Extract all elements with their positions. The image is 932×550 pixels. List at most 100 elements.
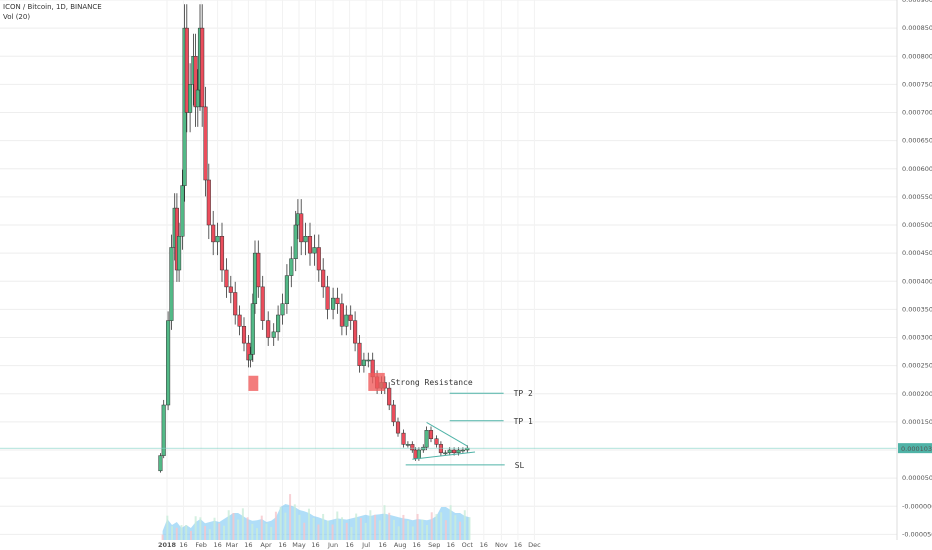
volume-bar xyxy=(459,521,462,540)
volume-bar xyxy=(303,522,306,540)
volume-bar xyxy=(227,510,230,540)
volume-bar xyxy=(251,523,254,540)
candle-body xyxy=(299,213,304,243)
volume-indicator-label[interactable]: Vol (20) xyxy=(3,13,31,21)
volume-bar xyxy=(468,517,471,540)
candle-body xyxy=(452,449,457,454)
time-tick-label: Sep xyxy=(428,541,440,549)
candle-body xyxy=(303,236,308,243)
zone-label: Strong Resistance xyxy=(391,378,473,387)
candle-body xyxy=(395,421,401,434)
time-tick-label: 2018 xyxy=(158,541,177,549)
candle-body xyxy=(200,27,205,108)
candle-body xyxy=(421,446,426,451)
price-tick-label: 0.0000500 xyxy=(902,474,932,482)
candle-body xyxy=(289,258,294,276)
candle-body xyxy=(280,303,285,316)
candle-body xyxy=(387,387,392,406)
candle-body xyxy=(307,236,313,254)
candles xyxy=(158,4,470,473)
volume-bar xyxy=(345,522,348,540)
time-tick-label: Apr xyxy=(260,541,272,549)
candle-body xyxy=(241,326,247,344)
volume-bar xyxy=(331,524,334,540)
time-tick-label: Dec xyxy=(528,541,541,549)
triangle-upper-line xyxy=(426,422,468,447)
volume-bar xyxy=(416,513,419,540)
volume-bar xyxy=(454,515,457,540)
candle-body xyxy=(353,320,358,344)
time-tick-label: Mar xyxy=(226,541,239,549)
volume-ma-area xyxy=(162,504,470,540)
candle-body xyxy=(391,404,396,423)
zone-box xyxy=(368,372,385,391)
time-tick-label: Oct xyxy=(462,541,474,549)
volume-bar xyxy=(199,517,202,540)
time-tick-label: May xyxy=(292,541,306,549)
candle-body xyxy=(184,27,189,113)
volume-bar xyxy=(350,527,353,540)
volume-bar xyxy=(237,519,240,540)
candle-body xyxy=(166,320,171,406)
volume-bar xyxy=(204,525,207,540)
candle-body xyxy=(177,236,182,271)
level-label: TP 1 xyxy=(514,417,533,426)
volume-bar xyxy=(326,520,329,540)
price-tick-label: -0.0000500 xyxy=(902,530,932,538)
time-tick-label: 16 xyxy=(213,541,221,549)
volume-bar xyxy=(440,512,443,540)
time-tick-label: 16 xyxy=(378,541,386,549)
candle-body xyxy=(206,179,211,226)
candle-body xyxy=(266,320,271,338)
time-axis[interactable]: 2018 16 Feb 16 Mar 16 Apr 16 May 16 Jun 16 Jul 16 Aug 1… xyxy=(158,541,541,549)
volume-bar xyxy=(402,514,405,540)
volume-bars xyxy=(161,494,471,540)
candle-body xyxy=(447,449,452,454)
candle-body xyxy=(443,452,448,455)
candle-body xyxy=(348,314,353,321)
level-label: TP 2 xyxy=(514,389,533,398)
time-tick-label: Jun xyxy=(327,541,338,549)
candle-body xyxy=(203,106,208,181)
volume-bar xyxy=(355,513,358,540)
volume-bar xyxy=(383,505,386,540)
candle-body xyxy=(339,303,344,327)
volume-bar xyxy=(359,517,362,540)
volume-bar xyxy=(232,513,235,540)
volume-bar xyxy=(397,526,400,540)
candle-body xyxy=(293,224,298,259)
time-tick-label: 16 xyxy=(480,541,488,549)
chart-header: ICON / Bitcoin, 1D, BINANCE Vol (20) xyxy=(3,2,102,22)
volume-bar xyxy=(449,505,452,540)
volume-bar xyxy=(392,519,395,540)
volume-bar xyxy=(293,504,296,540)
time-tick-label: Jul xyxy=(361,541,370,549)
candle-body xyxy=(224,269,229,288)
volume-bar xyxy=(388,512,391,540)
symbol-title[interactable]: ICON / Bitcoin, 1D, BINANCE xyxy=(3,3,102,11)
grid xyxy=(0,0,897,540)
candle-body xyxy=(256,252,261,288)
candle-body xyxy=(276,314,281,333)
volume-bar xyxy=(171,526,174,540)
candle-body xyxy=(316,247,321,271)
volume-bar xyxy=(222,525,225,540)
volume-bar xyxy=(378,520,381,540)
volume-bar xyxy=(265,523,268,540)
time-tick-label: 16 xyxy=(413,541,421,549)
volume-bar xyxy=(421,519,424,540)
time-tick-label: Feb xyxy=(195,541,207,549)
volume-bar xyxy=(411,526,414,540)
volume-bar xyxy=(322,513,325,540)
candle-body xyxy=(237,314,242,327)
